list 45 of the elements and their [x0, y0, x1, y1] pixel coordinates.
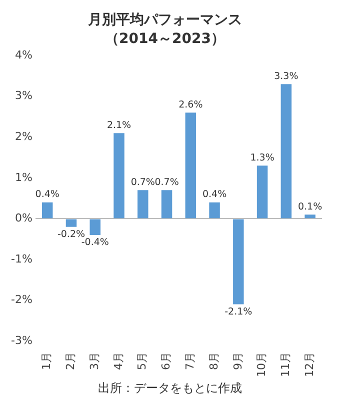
x-tick-label: 5月 — [136, 352, 149, 370]
bar — [209, 202, 220, 218]
x-tick-label: 4月 — [112, 352, 125, 370]
chart-title: 月別平均パフォーマンス — [87, 12, 242, 28]
data-label: 3.3% — [274, 70, 298, 82]
bar — [280, 84, 292, 218]
x-tick-label: 8月 — [207, 352, 220, 370]
y-tick-label: 1% — [14, 170, 32, 184]
y-tick-label: -1% — [11, 252, 32, 266]
y-tick-label: 4% — [14, 48, 32, 62]
bar — [114, 133, 124, 218]
y-tick-label: -2% — [11, 293, 32, 306]
bar — [90, 219, 100, 235]
x-tick-label: 11月 — [279, 352, 292, 378]
data-label: 0.1% — [298, 201, 322, 212]
bar — [185, 112, 196, 218]
text: 出所：データをもとに作成 — [97, 380, 243, 397]
data-label: 0.4% — [202, 189, 227, 200]
y-tick-label: 0% — [14, 212, 32, 225]
x-tick-label: 1月 — [40, 352, 54, 370]
data-label: 2.6% — [178, 99, 203, 110]
x-tick-label: 7月 — [184, 352, 197, 370]
data-label: 2.1% — [106, 120, 132, 131]
bar — [304, 214, 316, 218]
bar — [256, 166, 268, 218]
y-tick-label: -3% — [11, 334, 32, 347]
bar — [42, 202, 53, 218]
x-tick-label: 3月 — [88, 352, 101, 370]
y-tick-label: 2% — [14, 130, 32, 144]
x-tick-label: 10月 — [255, 352, 268, 378]
x-tick-label: 12月 — [302, 352, 316, 378]
data-label: -2.1% — [224, 306, 252, 318]
data-label: 0.7% — [154, 176, 179, 188]
data-label: 0.7% — [130, 176, 155, 188]
bar — [233, 219, 244, 304]
bar — [66, 219, 77, 227]
bar — [138, 190, 148, 218]
data-label: 1.3% — [250, 152, 274, 164]
y-tick-label: 3% — [14, 89, 32, 102]
data-label: 0.4% — [35, 189, 60, 200]
x-tick-label: 2月 — [64, 352, 78, 370]
chart-subtitle: （2014～2023） — [105, 30, 225, 47]
x-tick-label: 9月 — [231, 352, 244, 370]
x-tick-label: 6月 — [160, 352, 173, 370]
bar — [161, 190, 172, 218]
